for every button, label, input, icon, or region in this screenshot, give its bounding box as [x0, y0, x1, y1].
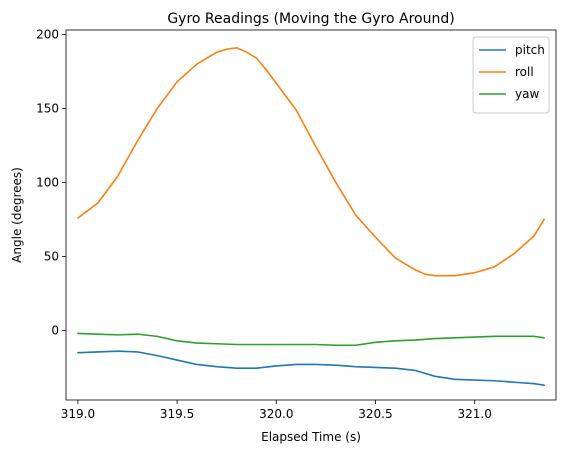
series-line-yaw — [77, 332, 545, 347]
series-layer — [77, 46, 545, 387]
legend-label-roll: roll — [515, 65, 534, 79]
y-tick-label: 200 — [36, 27, 59, 41]
y-axis-label: Angle (degrees) — [10, 167, 24, 263]
plot-frame — [65, 29, 557, 401]
y-tick-label: 0 — [51, 323, 59, 337]
x-axis-label: Elapsed Time (s) — [261, 430, 361, 444]
x-tick-label: 320.5 — [358, 407, 392, 421]
legend: pitch roll yaw — [472, 36, 550, 114]
y-tick-label: 150 — [36, 101, 59, 115]
y-axis: 0 50 100 150 200 — [36, 27, 66, 337]
x-tick-label: 320.0 — [259, 407, 293, 421]
y-tick-label: 100 — [36, 175, 59, 189]
legend-entries: pitch roll yaw — [479, 43, 545, 101]
legend-label-pitch: pitch — [515, 43, 545, 57]
y-tick-label: 50 — [44, 249, 59, 263]
x-tick-label: 321.0 — [457, 407, 491, 421]
x-tick-label: 319.5 — [160, 407, 194, 421]
x-tick-label: 319.0 — [61, 407, 95, 421]
legend-label-yaw: yaw — [515, 87, 539, 101]
chart-title: Gyro Readings (Moving the Gyro Around) — [167, 11, 454, 27]
series-line-pitch — [77, 350, 545, 387]
series-line-roll — [77, 46, 545, 277]
x-axis: 319.0 319.5 320.0 320.5 321.0 — [61, 400, 492, 421]
